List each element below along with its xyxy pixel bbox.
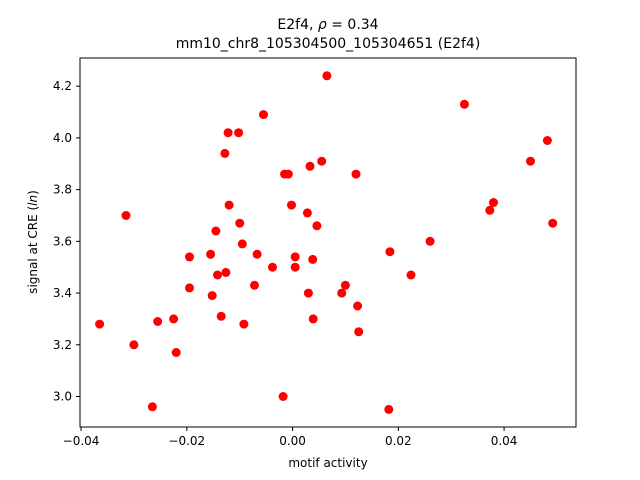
y-tick-label: 3.6 <box>53 234 72 248</box>
data-point <box>337 288 347 298</box>
data-point <box>221 267 231 277</box>
chart-title-line1: E2f4, ρ = 0.34 <box>277 17 378 33</box>
y-axis-ticks: 3.0 3.2 3.4 3.6 3.8 4.0 4.2 <box>53 79 80 403</box>
data-point <box>542 136 552 145</box>
x-tick-label: 0.04 <box>491 434 518 448</box>
x-tick-label: −0.02 <box>168 434 205 448</box>
x-tick-label: 0.00 <box>279 434 306 448</box>
data-point <box>129 340 139 350</box>
data-point <box>206 249 216 259</box>
data-point <box>235 218 245 228</box>
data-point <box>213 270 222 280</box>
data-point <box>425 236 435 246</box>
data-point <box>548 218 558 228</box>
data-point <box>485 205 495 215</box>
data-point <box>384 404 394 414</box>
data-point <box>169 314 179 324</box>
data-point <box>283 169 293 179</box>
data-point <box>153 317 163 326</box>
data-point <box>303 288 313 298</box>
points-layer <box>95 71 558 414</box>
data-point <box>207 291 217 301</box>
data-point <box>308 314 318 324</box>
data-point <box>308 254 318 264</box>
plot-frame <box>79 57 577 428</box>
data-point <box>252 249 262 259</box>
y-axis-label: signal at CRE (ln) <box>26 190 40 294</box>
data-point <box>239 319 249 329</box>
data-point <box>237 239 247 249</box>
data-point <box>268 262 277 272</box>
data-point <box>406 270 416 280</box>
data-point <box>353 301 363 311</box>
y-tick-label: 4.2 <box>53 79 72 93</box>
data-point <box>351 169 361 179</box>
y-tick-label: 4.0 <box>53 131 72 145</box>
data-point <box>290 252 300 262</box>
data-point <box>290 262 300 272</box>
x-tick-label: 0.02 <box>385 434 412 448</box>
y-tick-label: 3.0 <box>53 389 72 403</box>
y-tick-label: 3.2 <box>53 338 72 352</box>
data-point <box>489 198 498 207</box>
data-point <box>185 283 194 293</box>
data-point <box>250 280 259 290</box>
x-tick-label: −0.04 <box>63 434 100 448</box>
y-tick-label: 3.8 <box>53 183 72 197</box>
data-point <box>340 280 350 290</box>
data-point <box>234 128 244 138</box>
data-point <box>322 71 332 81</box>
data-point <box>211 226 221 236</box>
x-axis-label: motif activity <box>288 456 367 470</box>
data-point <box>385 247 395 257</box>
y-tick-label: 3.4 <box>53 286 72 300</box>
data-point <box>147 402 157 412</box>
data-point <box>459 99 469 109</box>
data-point <box>171 348 181 357</box>
data-point <box>224 200 234 210</box>
data-point <box>305 161 315 171</box>
data-point <box>317 156 327 166</box>
data-point <box>259 110 268 120</box>
data-point <box>278 392 288 401</box>
chart-title-line2: mm10_chr8_105304500_105304651 (E2f4) <box>176 36 481 52</box>
data-point <box>354 327 364 337</box>
data-point <box>526 156 535 166</box>
data-point <box>223 128 233 138</box>
data-point <box>302 208 312 218</box>
data-point <box>287 200 296 210</box>
data-point <box>312 221 322 231</box>
data-point <box>220 148 230 158</box>
x-axis-ticks: −0.04 −0.02 0.00 0.02 0.04 <box>63 427 518 448</box>
data-point <box>121 211 131 220</box>
data-point <box>95 319 105 329</box>
data-point <box>216 311 226 321</box>
data-point <box>185 252 194 262</box>
